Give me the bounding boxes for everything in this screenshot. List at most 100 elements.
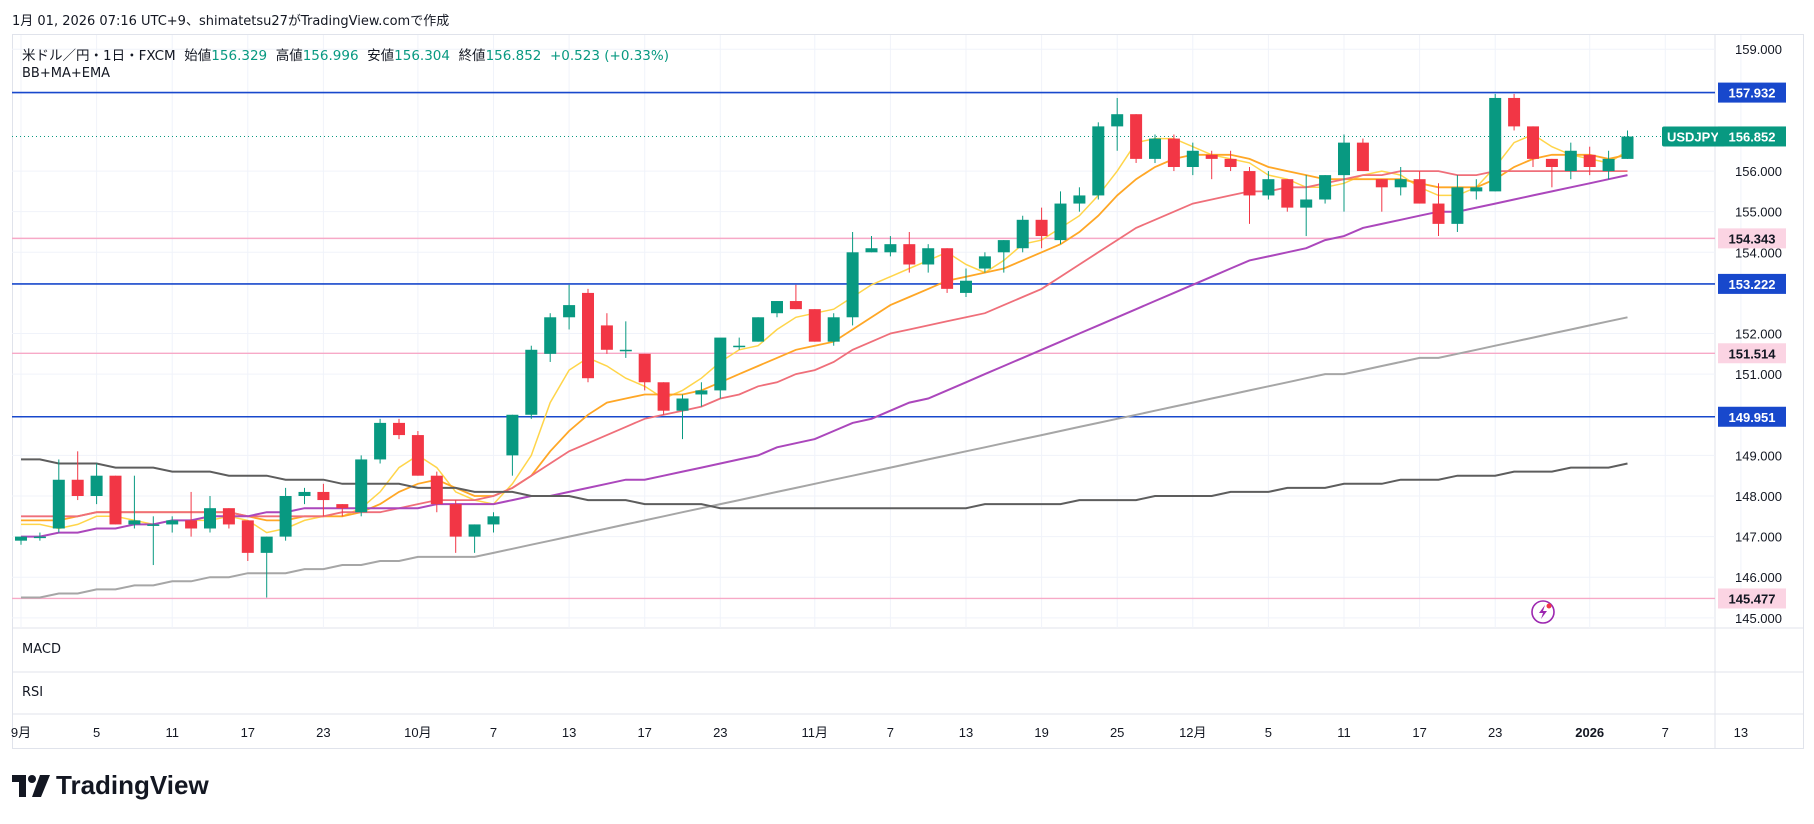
- y-tick-label: 155.000: [1735, 205, 1782, 220]
- y-tick-label: 145.000: [1735, 611, 1782, 626]
- candle: [1621, 130, 1634, 159]
- level-badge: [1718, 273, 1786, 294]
- candle-body: [1262, 179, 1275, 196]
- level-badge: [1718, 228, 1786, 249]
- candle-body: [15, 536, 27, 541]
- candle-body: [1564, 150, 1577, 172]
- candle: [1394, 167, 1407, 196]
- level-badge-text: 154.343: [1729, 231, 1776, 246]
- price-chart[interactable]: 145.000 146.000 147.000 148.000 149.000 151.0…: [0, 0, 1814, 760]
- candle: [1281, 179, 1294, 212]
- chart-header-text: 1月 01, 2026 07:16 UTC+9、shimatetsu27がTra…: [12, 14, 450, 29]
- candle-body: [563, 305, 576, 318]
- candle-body: [789, 301, 802, 310]
- candle: [789, 284, 802, 310]
- candle-body: [1338, 142, 1350, 176]
- candle: [298, 487, 311, 505]
- y-tick-label: 152.000: [1735, 327, 1782, 342]
- candle: [1432, 183, 1445, 237]
- candle-body: [1375, 179, 1388, 188]
- high-label: 高値: [275, 48, 303, 64]
- series-line-ema-mid: [21, 153, 1628, 522]
- candle: [468, 524, 481, 553]
- symbol-name[interactable]: 米ドル／円・1日・FXCM: [22, 48, 176, 64]
- x-tick-label: 19: [1034, 725, 1048, 740]
- candle: [676, 394, 689, 440]
- level-badge-text: 157.932: [1729, 86, 1776, 101]
- candle-body: [1394, 179, 1407, 188]
- candle-body: [676, 398, 689, 411]
- level-badge: [1718, 82, 1786, 103]
- candle: [393, 418, 405, 440]
- candle-body: [468, 524, 481, 537]
- candle: [600, 313, 613, 354]
- candle-body: [71, 479, 84, 496]
- low-label: 安値: [367, 48, 395, 64]
- candle: [1300, 175, 1313, 237]
- candle: [1262, 171, 1275, 200]
- candle: [15, 536, 27, 545]
- candle-body: [1224, 158, 1237, 168]
- candle: [1451, 175, 1464, 232]
- candle-body: [241, 520, 254, 553]
- candle: [846, 231, 859, 326]
- level-badge-text: 145.477: [1729, 591, 1776, 606]
- candle: [204, 495, 216, 533]
- y-tick-label: 156.000: [1735, 164, 1782, 179]
- candle-body: [90, 475, 103, 496]
- candle-body: [411, 435, 424, 476]
- candle: [279, 487, 292, 541]
- candle-body: [1508, 97, 1521, 127]
- tradingview-logo[interactable]: TradingView: [12, 770, 209, 801]
- candle-body: [1602, 158, 1615, 172]
- rsi-pane-label[interactable]: RSI: [22, 685, 44, 700]
- candle-body: [619, 349, 632, 352]
- macd-pane-label[interactable]: MACD: [22, 642, 61, 657]
- x-tick-label: 5: [1265, 725, 1272, 740]
- candle: [449, 500, 462, 553]
- candle-body: [1451, 187, 1464, 224]
- lightning-icon[interactable]: [1531, 600, 1555, 624]
- x-tick-label: 7: [490, 725, 497, 740]
- candle: [411, 431, 424, 476]
- grid: [12, 35, 1804, 749]
- candle-body: [1281, 179, 1294, 208]
- candle: [941, 248, 954, 293]
- candle-body: [1527, 126, 1539, 159]
- candle: [1338, 134, 1350, 212]
- candle-body: [582, 292, 594, 379]
- symbol-badge-text: USDJPY: [1667, 129, 1719, 144]
- tradingview-logo-icon: [12, 774, 50, 797]
- change-value: +0.523 (+0.33%): [549, 48, 669, 64]
- candle-body: [978, 256, 991, 269]
- level-badge: [1718, 406, 1786, 427]
- candle-body: [1054, 203, 1067, 241]
- series-line-ma-dark: [21, 458, 1628, 510]
- candle: [1413, 171, 1426, 204]
- high-value: 156.996: [302, 48, 359, 64]
- candle: [884, 236, 897, 257]
- candle: [638, 353, 651, 391]
- candle-body: [1092, 126, 1105, 196]
- candle: [1319, 175, 1332, 204]
- candle-body: [771, 301, 783, 314]
- low-value: 156.304: [394, 48, 450, 64]
- candle: [336, 504, 349, 517]
- candle: [1243, 167, 1256, 224]
- candle: [147, 516, 160, 566]
- candle: [1167, 134, 1180, 172]
- last-price-badge: [1718, 126, 1786, 147]
- candle-body: [544, 317, 557, 354]
- candle-body: [1035, 219, 1048, 237]
- candle: [771, 301, 783, 318]
- indicators-label[interactable]: BB+MA+EMA: [22, 66, 111, 81]
- level-badge-text: 149.951: [1729, 410, 1776, 425]
- candle: [657, 382, 670, 415]
- candle-body: [1111, 114, 1124, 127]
- level-badge: [1718, 588, 1786, 609]
- close-value: 156.852: [485, 48, 542, 64]
- candle-body: [1130, 114, 1143, 159]
- candle: [525, 345, 538, 419]
- candle: [1583, 146, 1596, 176]
- x-tick-label: 23: [316, 725, 330, 740]
